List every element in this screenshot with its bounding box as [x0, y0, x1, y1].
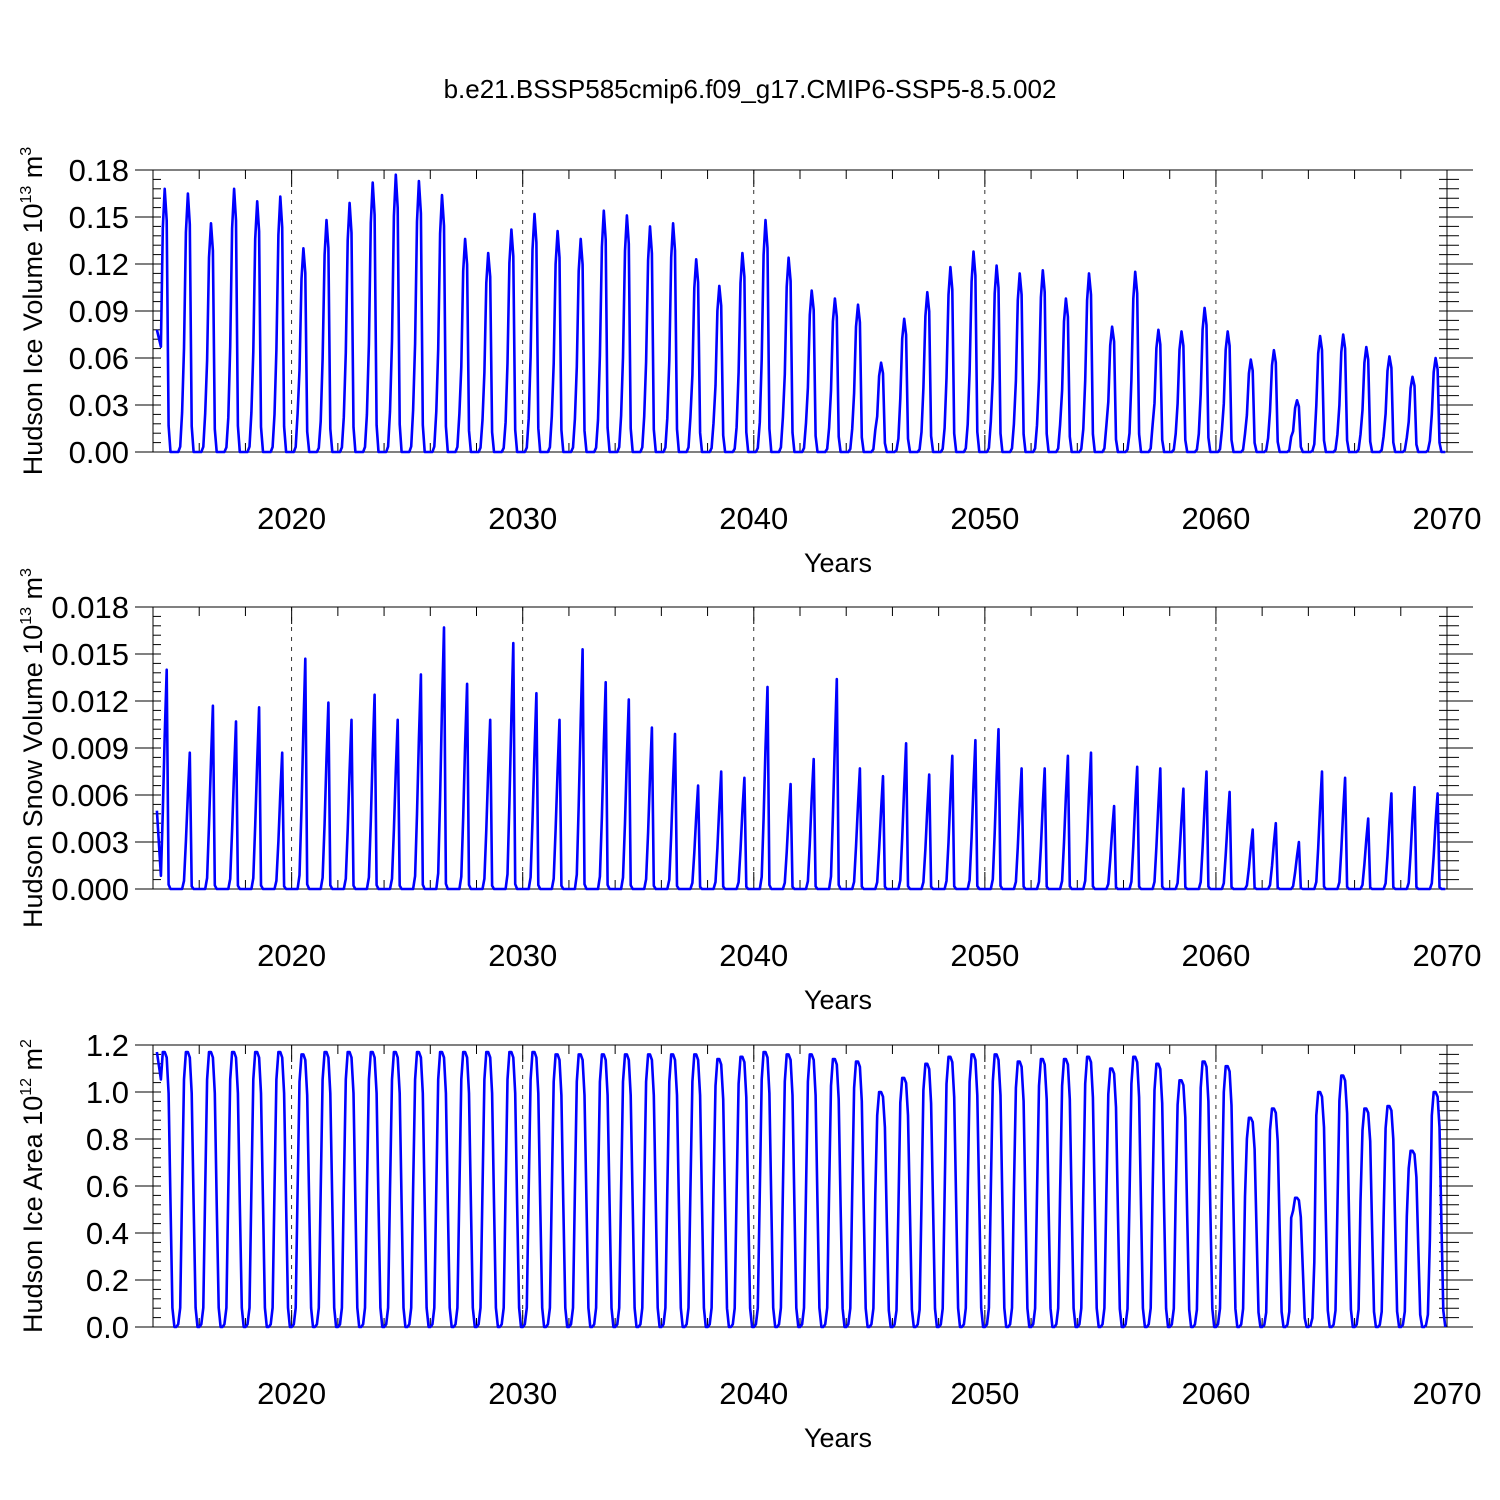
series-line	[155, 1050, 1447, 1329]
x-tick-label: 2020	[257, 501, 326, 536]
x-axis-label: Years	[804, 548, 872, 578]
y-tick-label: 0.00	[69, 435, 129, 470]
y-tick-label: 0.018	[51, 590, 129, 625]
y-axis-label: Hudson Ice Volume 1013 m3	[18, 147, 48, 475]
x-tick-label: 2050	[950, 1376, 1019, 1411]
x-tick-label: 2070	[1413, 501, 1482, 536]
y-axis-label: Hudson Ice Area 1012 m2	[18, 1039, 48, 1333]
x-tick-label: 2020	[257, 1376, 326, 1411]
y-tick-label: 0.8	[86, 1122, 129, 1157]
y-tick-label: 0.2	[86, 1263, 129, 1298]
x-tick-label: 2060	[1181, 501, 1250, 536]
x-tick-label: 2040	[719, 501, 788, 536]
x-axis-label: Years	[804, 1423, 872, 1453]
y-tick-label: 0.06	[69, 341, 129, 376]
x-tick-label: 2030	[488, 938, 557, 973]
x-tick-label: 2020	[257, 938, 326, 973]
chart-title: b.e21.BSSP585cmip6.f09_g17.CMIP6-SSP5-8.…	[444, 74, 1057, 104]
y-tick-label: 0.0	[86, 1310, 129, 1345]
x-tick-label: 2030	[488, 1376, 557, 1411]
y-tick-label: 0.6	[86, 1169, 129, 1204]
x-tick-label: 2070	[1413, 938, 1482, 973]
y-tick-label: 0.006	[51, 778, 129, 813]
panel-snow-volume: 0.000 0.003 0.006 0.009 0.012 0.015 0.018 2020 2…	[18, 568, 1481, 1015]
y-tick-label: 0.18	[69, 153, 129, 188]
x-tick-label: 2070	[1413, 1376, 1482, 1411]
x-tick-label: 2060	[1181, 1376, 1250, 1411]
x-tick-label: 2060	[1181, 938, 1250, 973]
y-tick-label: 0.015	[51, 637, 129, 672]
y-tick-label: 0.12	[69, 247, 129, 282]
x-axis-label: Years	[804, 985, 872, 1015]
y-tick-label: 0.09	[69, 294, 129, 329]
y-tick-label: 0.03	[69, 388, 129, 423]
x-tick-label: 2050	[950, 501, 1019, 536]
x-tick-label: 2040	[719, 1376, 788, 1411]
panel-ice-area: 0.0 0.2 0.4 0.6 0.8 1.0 1.2 2020 2030 2040 2050 206…	[18, 1028, 1481, 1453]
x-tick-label: 2040	[719, 938, 788, 973]
x-tick-label: 2030	[488, 501, 557, 536]
y-tick-label: 0.012	[51, 684, 129, 719]
y-axis-label: Hudson Snow Volume 1013 m3	[18, 568, 48, 928]
y-tick-label: 0.003	[51, 825, 129, 860]
series-line	[155, 173, 1446, 454]
y-tick-label: 0.000	[51, 872, 129, 907]
plot-frame	[152, 1044, 1448, 1328]
panel-ice-volume: 0.00 0.03 0.06 0.09 0.12 0.15 0.18 2020 2030 2040…	[18, 147, 1481, 578]
x-tick-label: 2050	[950, 938, 1019, 973]
series-line	[155, 626, 1446, 891]
y-tick-label: 0.4	[86, 1216, 129, 1251]
y-tick-label: 1.2	[86, 1028, 129, 1063]
y-tick-label: 0.15	[69, 200, 129, 235]
y-tick-label: 1.0	[86, 1075, 129, 1110]
y-tick-label: 0.009	[51, 731, 129, 766]
